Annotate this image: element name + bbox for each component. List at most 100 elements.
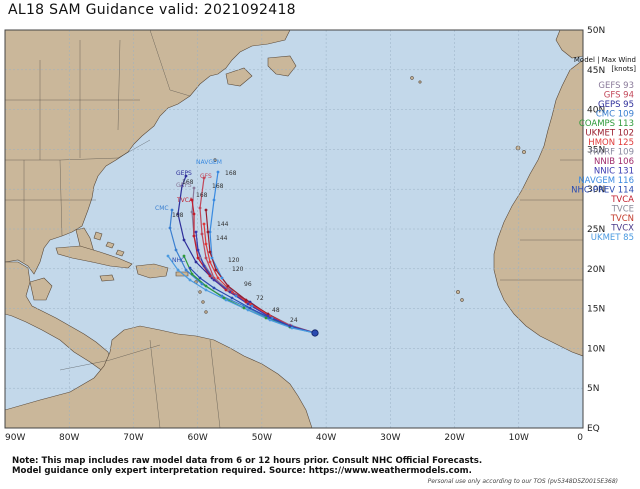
track-label-nhc: NHC xyxy=(172,257,185,264)
forecast-point xyxy=(248,300,252,304)
north-america xyxy=(5,30,291,275)
legend-entry-nnib: NNIB 106 xyxy=(594,157,634,167)
legend-entry-hmon: HMON 125 xyxy=(588,138,634,148)
forecast-point xyxy=(242,306,246,310)
legend-entry-cmc: CMC 109 xyxy=(596,110,634,120)
bahamas xyxy=(93,231,125,257)
legend-header-units: [knots] xyxy=(611,65,636,73)
lon-label: 50W xyxy=(252,433,272,443)
track-label-144: 144 xyxy=(217,221,229,228)
forecast-point xyxy=(200,232,204,236)
track-label-48: 48 xyxy=(272,307,280,314)
note-line-2: Model guidance only expert interpretatio… xyxy=(12,466,472,476)
forecast-point xyxy=(190,272,194,276)
jamaica xyxy=(99,274,115,282)
legend-entry-nnic: NNIC 131 xyxy=(594,167,634,177)
legend-entry-nhc-prev: NHC-PREV 114 xyxy=(571,186,634,196)
south-america xyxy=(5,325,313,428)
lon-label: 30W xyxy=(380,433,400,443)
forecast-point xyxy=(212,198,216,202)
storm-current-position[interactable] xyxy=(311,329,319,337)
map-note: Note: This map includes raw model data f… xyxy=(12,456,482,476)
track-label-gefs: GEFS xyxy=(176,182,192,189)
lon-label: 10W xyxy=(509,433,529,443)
lat-label: 50N xyxy=(587,26,605,36)
nova-scotia xyxy=(225,67,253,87)
forecast-point xyxy=(204,208,208,212)
forecast-point xyxy=(188,278,192,282)
legend-entry-gefs: GEFS 93 xyxy=(598,81,634,91)
map-title: AL18 SAM Guidance valid: 2021092418 xyxy=(8,2,296,18)
lat-label: 45N xyxy=(587,66,605,76)
forecast-point xyxy=(202,264,206,268)
forecast-point xyxy=(198,276,202,280)
lon-label: 0 xyxy=(577,433,583,443)
lat-label: 30N xyxy=(587,185,605,195)
forecast-point xyxy=(264,316,268,320)
forecast-point xyxy=(176,268,180,272)
legend-entry-tvcn: TVCN xyxy=(610,214,634,224)
forecast-point xyxy=(220,276,224,280)
forecast-point xyxy=(204,284,208,288)
mexico-central-america xyxy=(5,261,113,373)
forecast-point xyxy=(198,256,202,260)
lat-label: 10N xyxy=(587,344,605,354)
lon-label: 20W xyxy=(444,433,464,443)
lat-label: 15N xyxy=(587,305,605,315)
map-frame xyxy=(4,29,584,429)
forecast-point xyxy=(226,284,230,288)
lat-label: 5N xyxy=(587,384,599,394)
forecast-point xyxy=(216,170,220,174)
forecast-point xyxy=(166,254,170,258)
legend-entry-tvcx: TVCX xyxy=(610,224,634,234)
hispaniola xyxy=(135,263,169,279)
track-label-168: 168 xyxy=(172,212,184,219)
legend-entry-gfs: GFS 94 xyxy=(604,91,634,101)
graticule xyxy=(5,30,583,428)
forecast-point xyxy=(208,274,212,278)
lon-label: 40W xyxy=(316,433,336,443)
longitude-labels: 90W 80W 70W 60W 50W 40W 30W 20W 10W 0 xyxy=(5,433,583,443)
note-line-1: Note: This map includes raw model data f… xyxy=(12,456,483,466)
track-label-168: 168 xyxy=(212,183,224,190)
forecast-point xyxy=(208,230,212,234)
legend-entry-navgem: NAVGEM 116 xyxy=(578,176,634,186)
lon-label: 70W xyxy=(123,433,143,443)
forecast-point xyxy=(206,230,210,234)
lat-label: 25N xyxy=(587,225,605,235)
bermuda xyxy=(213,158,217,162)
forecast-point xyxy=(244,300,248,304)
track-label-geps: GEPS xyxy=(176,170,192,177)
footer-tos: Personal use only according to our TOS (… xyxy=(427,478,618,485)
forecast-point xyxy=(290,326,294,330)
forecast-point xyxy=(212,278,216,282)
legend-header: Model | Max Wind xyxy=(574,56,636,64)
track-label-cmc: CMC xyxy=(155,205,169,212)
track-nhc xyxy=(189,267,316,334)
lat-label: 35N xyxy=(587,145,605,155)
forecast-point xyxy=(268,316,272,320)
track-label-168: 168 xyxy=(196,192,208,199)
forecast-point xyxy=(212,276,216,280)
lon-label: 80W xyxy=(59,433,79,443)
forecast-point xyxy=(210,256,214,260)
forecast-point xyxy=(208,250,212,254)
forecast-point xyxy=(180,184,184,188)
forecast-point xyxy=(210,274,214,278)
forecast-point xyxy=(242,304,246,308)
forecast-point xyxy=(174,248,178,252)
iberia xyxy=(555,30,583,59)
azores xyxy=(410,76,414,80)
lat-label: 20N xyxy=(587,265,605,275)
forecast-point xyxy=(222,296,226,300)
forecast-point xyxy=(170,208,174,212)
cuba xyxy=(55,245,133,269)
forecast-point xyxy=(196,248,200,252)
track-label-24: 24 xyxy=(290,317,298,324)
track-label-tvca: TVCA xyxy=(176,197,194,204)
forecast-point xyxy=(202,222,206,226)
forecast-point xyxy=(248,302,252,306)
forecast-point xyxy=(204,288,208,292)
